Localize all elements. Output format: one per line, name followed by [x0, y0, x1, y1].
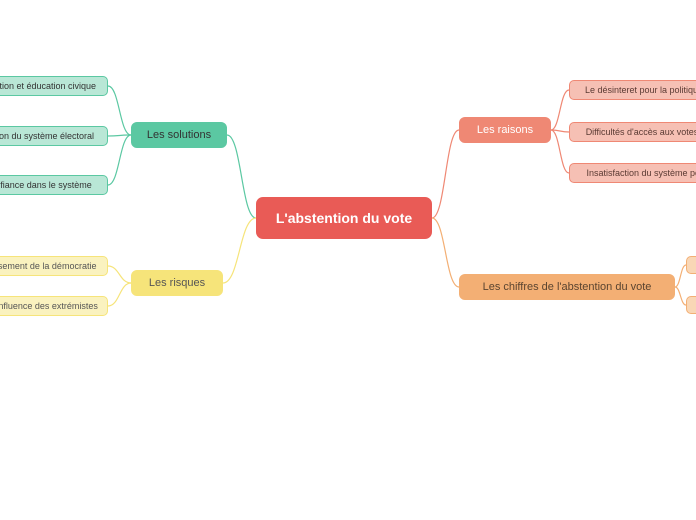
mindmap-node-rai_2[interactable]: Difficultés d'accès aux votes — [569, 122, 696, 142]
mindmap-edge — [108, 135, 131, 185]
mindmap-node-risk_1[interactable]: affaiblissement de la démocratie — [0, 256, 108, 276]
mindmap-node-sol_1[interactable]: sensibilisation et éducation civique — [0, 76, 108, 96]
mindmap-node-raisons[interactable]: Les raisons — [459, 117, 551, 143]
mindmap-edge — [108, 135, 131, 136]
mindmap-edge — [108, 266, 131, 283]
mindmap-node-sol_3[interactable]: la confiance dans le système — [0, 175, 108, 195]
mindmap-edge — [551, 130, 569, 173]
mindmap-node-solutions[interactable]: Les solutions — [131, 122, 227, 148]
mindmap-edge — [551, 90, 569, 130]
mindmap-edge — [223, 218, 256, 283]
mindmap-edge — [551, 130, 569, 132]
mindmap-node-chi_1[interactable]: L'abstent — [686, 256, 696, 274]
mindmap-node-risques[interactable]: Les risques — [131, 270, 223, 296]
mindmap-edge — [675, 265, 686, 287]
mindmap-node-root[interactable]: L'abstention du vote — [256, 197, 432, 239]
mindmap-node-risk_2[interactable]: rcement de l'influence des extrémistes — [0, 296, 108, 316]
mindmap-edge — [108, 283, 131, 306]
mindmap-edge — [108, 86, 131, 135]
mindmap-node-rai_3[interactable]: Insatisfaction du système politique — [569, 163, 696, 183]
mindmap-node-sol_2[interactable]: amélioration du système électoral — [0, 126, 108, 146]
mindmap-edge — [432, 218, 459, 287]
mindmap-edge — [675, 287, 686, 305]
mindmap-node-chiffres[interactable]: Les chiffres de l'abstention du vote — [459, 274, 675, 300]
mindmap-edge — [227, 135, 256, 218]
mindmap-node-rai_1[interactable]: Le désinteret pour la politique — [569, 80, 696, 100]
mindmap-node-chi_2[interactable]: Une défia — [686, 296, 696, 314]
mindmap-edge — [432, 130, 459, 218]
